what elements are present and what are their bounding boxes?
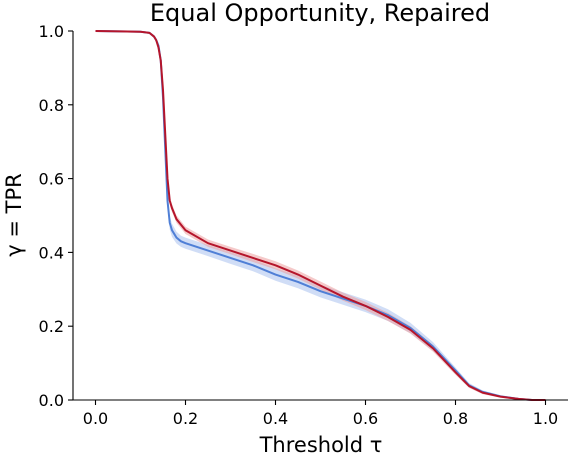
y-axis-label: γ = TPR — [2, 173, 26, 256]
x-ticks: 0.0 0.2 0.4 0.6 0.8 1.0 — [83, 400, 558, 428]
y-tick-label: 0.0 — [39, 391, 64, 410]
y-tick-label: 0.6 — [39, 170, 64, 189]
x-tick-label: 0.4 — [263, 409, 288, 428]
x-tick-label: 0.2 — [173, 409, 198, 428]
y-tick-label: 0.2 — [39, 317, 64, 336]
x-tick-label: 0.6 — [353, 409, 378, 428]
series-2-line — [95, 30, 546, 401]
plot-area — [95, 30, 546, 401]
x-tick-label: 1.0 — [533, 409, 558, 428]
x-tick-label: 0.8 — [443, 409, 468, 428]
y-tick-label: 0.4 — [39, 243, 64, 262]
chart-title: Equal Opportunity, Repaired — [150, 0, 490, 27]
y-tick-label: 0.8 — [39, 96, 64, 115]
y-tick-label: 1.0 — [39, 22, 64, 41]
x-axis-label: Threshold τ — [259, 433, 383, 457]
x-tick-label: 0.0 — [83, 409, 108, 428]
y-ticks: 0.0 0.2 0.4 0.6 0.8 1.0 — [39, 22, 73, 410]
